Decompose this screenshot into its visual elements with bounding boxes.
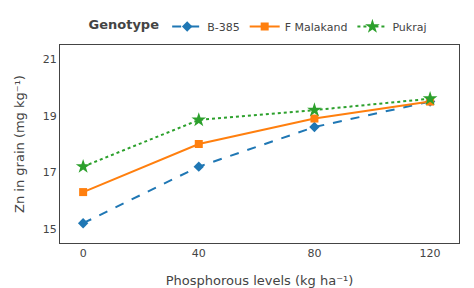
svg-text:17: 17 [43,166,57,179]
svg-text:Phosphorous levels (kg ha⁻¹): Phosphorous levels (kg ha⁻¹) [166,273,354,288]
svg-text:F Malakand: F Malakand [285,21,348,34]
svg-text:Pukraj: Pukraj [392,21,426,34]
svg-text:0: 0 [80,247,87,260]
svg-text:80: 80 [307,247,321,260]
svg-text:Genotype: Genotype [89,17,160,32]
svg-text:21: 21 [43,53,57,66]
svg-text:B-385: B-385 [207,21,240,34]
svg-text:Zn in grain (mg kg⁻¹): Zn in grain (mg kg⁻¹) [12,75,27,213]
svg-text:120: 120 [420,247,441,260]
svg-text:19: 19 [43,110,57,123]
svg-text:15: 15 [43,223,57,236]
svg-text:40: 40 [192,247,206,260]
